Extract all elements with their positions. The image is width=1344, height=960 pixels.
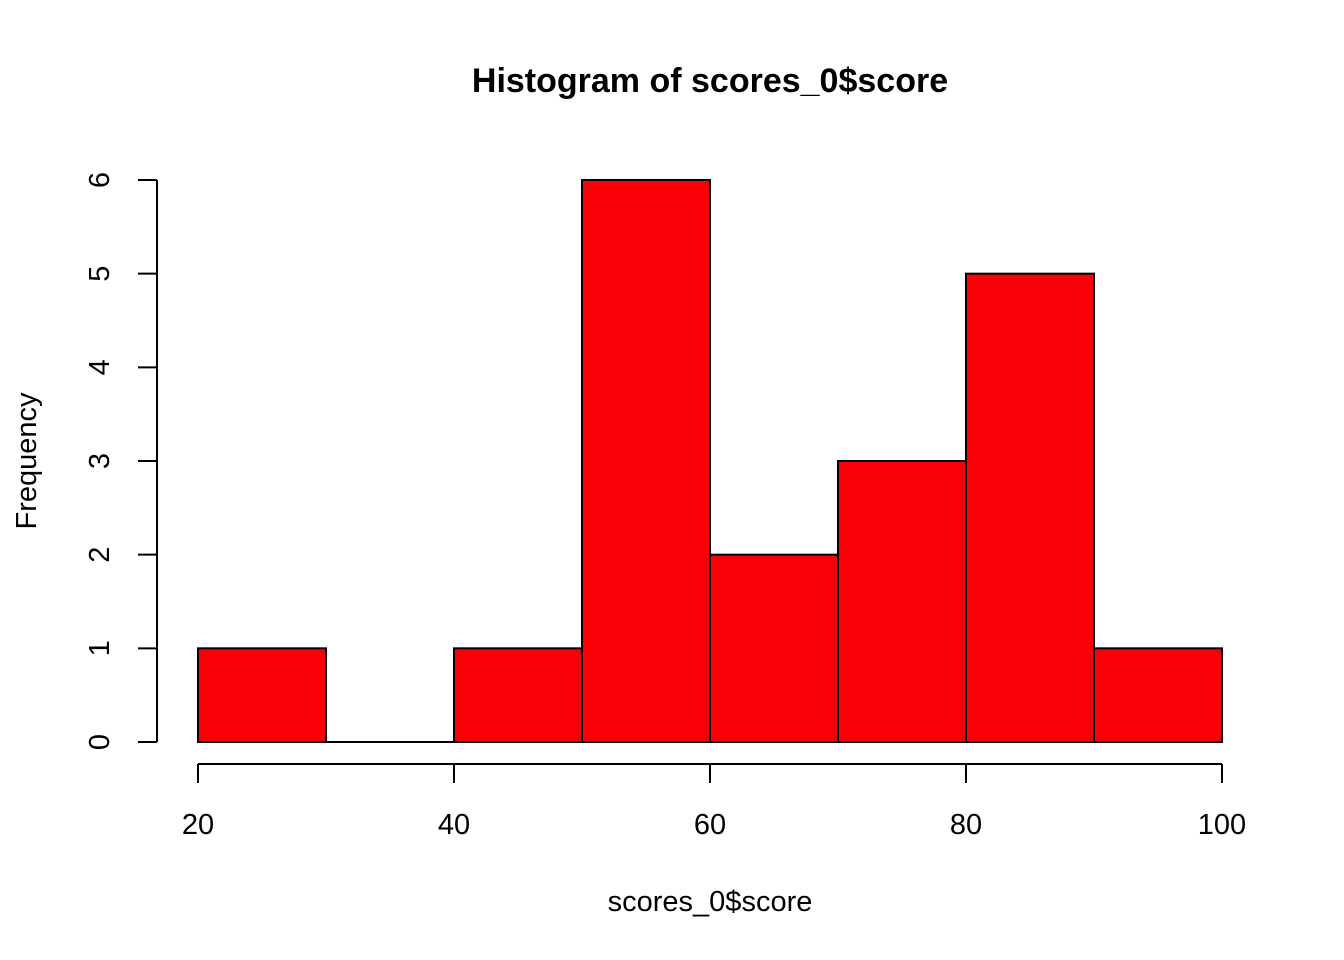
histogram-bar-60-70 (709, 553, 839, 744)
histogram-bar-20-30 (197, 647, 327, 743)
histogram-bar-70-80 (837, 460, 967, 743)
y-tick-label-0: 0 (84, 734, 116, 750)
histogram-bar-40-50 (453, 647, 583, 743)
y-tick-label-3: 3 (84, 453, 116, 469)
histogram-bar-50-60 (581, 179, 711, 743)
y-tick-label-2: 2 (84, 547, 116, 563)
y-tick-label-1: 1 (84, 640, 116, 656)
x-axis: 20 40 60 80 100 (182, 763, 1246, 841)
histogram-bar-90-100 (1093, 647, 1223, 743)
y-tick-label-6: 6 (84, 172, 116, 188)
histogram-bar-80-90 (965, 272, 1095, 743)
x-axis-label: scores_0$score (608, 886, 813, 918)
x-tick-label-60: 60 (694, 809, 726, 841)
y-axis-label: Frequency (11, 392, 43, 530)
y-axis: 0 1 2 3 4 5 6 (84, 172, 158, 750)
x-tick-label-40: 40 (438, 809, 470, 841)
x-tick-label-80: 80 (950, 809, 982, 841)
y-tick-label-4: 4 (84, 359, 116, 375)
bars-group (197, 179, 1223, 744)
chart-title: Histogram of scores_0$score (472, 62, 948, 100)
x-tick-label-20: 20 (182, 809, 214, 841)
y-tick-label-5: 5 (84, 266, 116, 282)
x-tick-label-100: 100 (1198, 809, 1246, 841)
